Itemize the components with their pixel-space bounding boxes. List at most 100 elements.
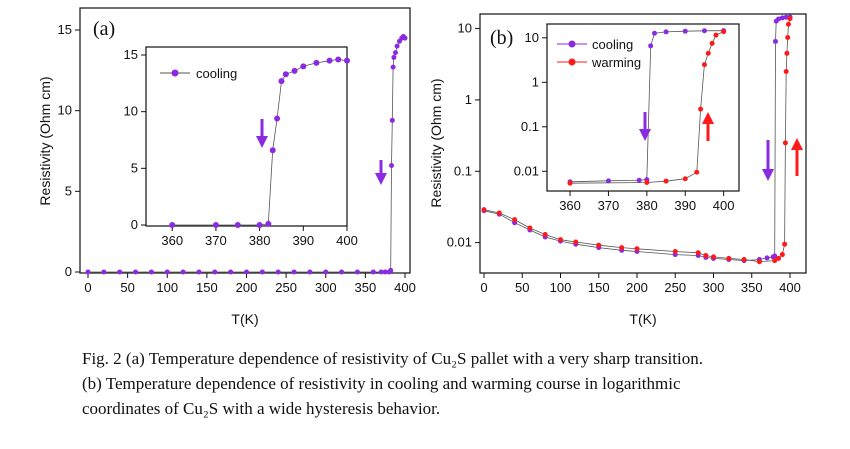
chart-b-cooling-point bbox=[783, 14, 789, 20]
chart-b-warming-point bbox=[726, 255, 732, 261]
chart-a-cooling-point bbox=[85, 269, 91, 275]
chart-a-cooling-point bbox=[339, 269, 345, 275]
chart-b-inset-ytick-label: 10 bbox=[525, 30, 539, 45]
chart-a: 0 50 100 150 200 250 300 350 400051015T(K)Resist… bbox=[37, 7, 416, 327]
chart-b-cooling-line bbox=[483, 16, 791, 262]
chart-a-xtick-label: 150 bbox=[196, 280, 218, 295]
chart-a-cooling-point bbox=[382, 269, 388, 275]
chart-b-cooling-point bbox=[764, 255, 770, 261]
chart-b-warming-point bbox=[512, 217, 518, 223]
chart-a-inset-cooling-arrow-head bbox=[256, 136, 268, 148]
chart-b-cooling-point bbox=[772, 253, 778, 259]
chart-a-cooling-point bbox=[259, 269, 265, 275]
chart-b-warming-point bbox=[496, 210, 502, 216]
chart-b-xtick-label: 300 bbox=[703, 280, 725, 295]
chart-a-inset-cooling-point bbox=[282, 71, 289, 78]
chart-b-inset-ytick-label: 0.1 bbox=[521, 119, 539, 134]
legend-warming-label: warming bbox=[591, 55, 641, 70]
chart-b-cooling-point bbox=[779, 15, 785, 21]
chart-a-inset-cooling-point bbox=[326, 57, 333, 64]
chart-a-cooling-arrow-head bbox=[375, 173, 387, 185]
chart-a-inset-xtick-label: 400 bbox=[336, 233, 358, 248]
legend-cooling-label: cooling bbox=[196, 66, 237, 81]
chart-b-inset-cooling-point bbox=[605, 178, 611, 184]
chart-b-ytick-label: 0.1 bbox=[454, 163, 472, 178]
chart-b-ytick-label: 1 bbox=[465, 92, 472, 107]
caption-line-2: (b) Temperature dependence of resistivit… bbox=[82, 374, 681, 393]
chart-a-inset-cooling-point bbox=[274, 115, 281, 122]
chart-b-inset-cooling-point bbox=[663, 29, 669, 35]
chart-a-inset-ytick-label: 15 bbox=[124, 47, 138, 62]
chart-b-inset-ytick-label: 0.01 bbox=[514, 163, 539, 178]
chart-b-inset-legend: cooling warming bbox=[557, 37, 641, 70]
chart-a-cooling-point bbox=[101, 269, 107, 275]
chart-b-warming-point bbox=[783, 69, 789, 75]
chart-b-inset-cooling-point bbox=[701, 28, 707, 34]
chart-a-inset-legend: cooling bbox=[160, 66, 237, 81]
chart-a-y-axis-label: Resistivity (Ohm cm) bbox=[37, 76, 53, 205]
figure: 0 50 100 150 200 250 300 350 400051015T(K)Resist… bbox=[37, 7, 807, 327]
chart-b-inset-warming-point bbox=[701, 62, 707, 68]
chart-b-inset-warming-arrow-head bbox=[702, 112, 714, 124]
chart-a-cooling-point bbox=[244, 269, 249, 275]
chart-a-inset-ytick-label: 10 bbox=[124, 104, 138, 119]
chart-b-xtick-label: 0 bbox=[480, 280, 487, 295]
chart-b-warming-point bbox=[542, 231, 548, 237]
chart-a-cooling-point bbox=[275, 269, 281, 275]
chart-a-inset-cooling-point bbox=[169, 222, 176, 228]
chart-a-cooling-point bbox=[196, 269, 202, 275]
chart-a-inset-cooling-point bbox=[291, 67, 298, 74]
chart-a-cooling-point bbox=[323, 269, 329, 275]
chart-a-xtick-label: 400 bbox=[394, 280, 416, 295]
chart-b-warming-point bbox=[776, 255, 782, 261]
chart-a-xtick-label: 250 bbox=[275, 280, 297, 295]
chart-b-inset-cooling-line bbox=[569, 30, 724, 183]
chart-b-cooling-point bbox=[772, 38, 778, 44]
chart-b-warming-point bbox=[634, 246, 640, 252]
chart-b-warming-point bbox=[527, 225, 533, 231]
chart-a-xtick-label: 100 bbox=[156, 280, 178, 295]
chart-a-cooling-point bbox=[388, 267, 394, 273]
chart-b-xtick-label: 200 bbox=[626, 280, 648, 295]
chart-b-warming-point bbox=[741, 256, 747, 262]
chart-a-inset-cooling-point bbox=[256, 222, 263, 228]
chart-b-inset-warming-point bbox=[644, 179, 650, 185]
chart-b-inset-warming-point bbox=[721, 29, 727, 35]
chart-b-inset-xtick-label: 400 bbox=[713, 198, 735, 213]
chart-a-xtick-label: 200 bbox=[236, 280, 258, 295]
chart-b-inset-cooling-point bbox=[648, 43, 654, 49]
chart-b-warming-point bbox=[756, 259, 762, 265]
chart-a-cooling-point bbox=[117, 269, 123, 275]
chart-b-xtick-label: 100 bbox=[550, 280, 572, 295]
chart-a-cooling-point bbox=[391, 54, 397, 60]
chart-b-inset-xtick-label: 380 bbox=[636, 198, 658, 213]
chart-b-warming-point bbox=[695, 250, 701, 256]
chart-a-cooling-point bbox=[291, 269, 297, 275]
chart-b-panel-label: (b) bbox=[490, 27, 513, 49]
chart-a-inset-cooling-point bbox=[313, 59, 320, 66]
chart-a-xtick-label: 0 bbox=[84, 280, 91, 295]
chart-a-cooling-point bbox=[164, 269, 170, 275]
figure-caption: Fig. 2 (a) Temperature dependence of res… bbox=[82, 346, 822, 421]
chart-b-xtick-label: 150 bbox=[588, 280, 610, 295]
legend-cooling-marker bbox=[171, 69, 179, 77]
chart-b-y-axis-label: Resistivity (Ohm cm) bbox=[428, 78, 444, 207]
chart-a-ytick-label: 10 bbox=[58, 103, 72, 118]
chart-b-xtick-label: 350 bbox=[741, 280, 763, 295]
chart-b-warming-point bbox=[619, 245, 625, 251]
chart-a-cooling-point bbox=[354, 269, 360, 275]
chart-a-xtick-label: 350 bbox=[355, 280, 377, 295]
chart-b-warming-point bbox=[782, 140, 788, 146]
chart-b-warming-point bbox=[672, 249, 678, 255]
chart-a-inset-cooling-point bbox=[335, 56, 342, 63]
chart-b-inset: 360 370 380 390 400 0.01 0.1 1 10 cooling warming bbox=[514, 23, 740, 213]
chart-b-inset-warming-point bbox=[698, 106, 704, 112]
chart-a-inset-xtick-label: 390 bbox=[292, 233, 314, 248]
chart-a-inset-cooling-point bbox=[234, 222, 241, 228]
chart-a-cooling-point bbox=[378, 269, 384, 275]
legend-cooling-label: cooling bbox=[592, 37, 633, 52]
chart-b-inset-warming-point bbox=[713, 32, 719, 38]
chart-a-inset-ytick-label: 5 bbox=[131, 160, 138, 175]
chart-b-inset-xtick-label: 390 bbox=[674, 198, 696, 213]
chart-b-xtick-label: 50 bbox=[515, 280, 529, 295]
